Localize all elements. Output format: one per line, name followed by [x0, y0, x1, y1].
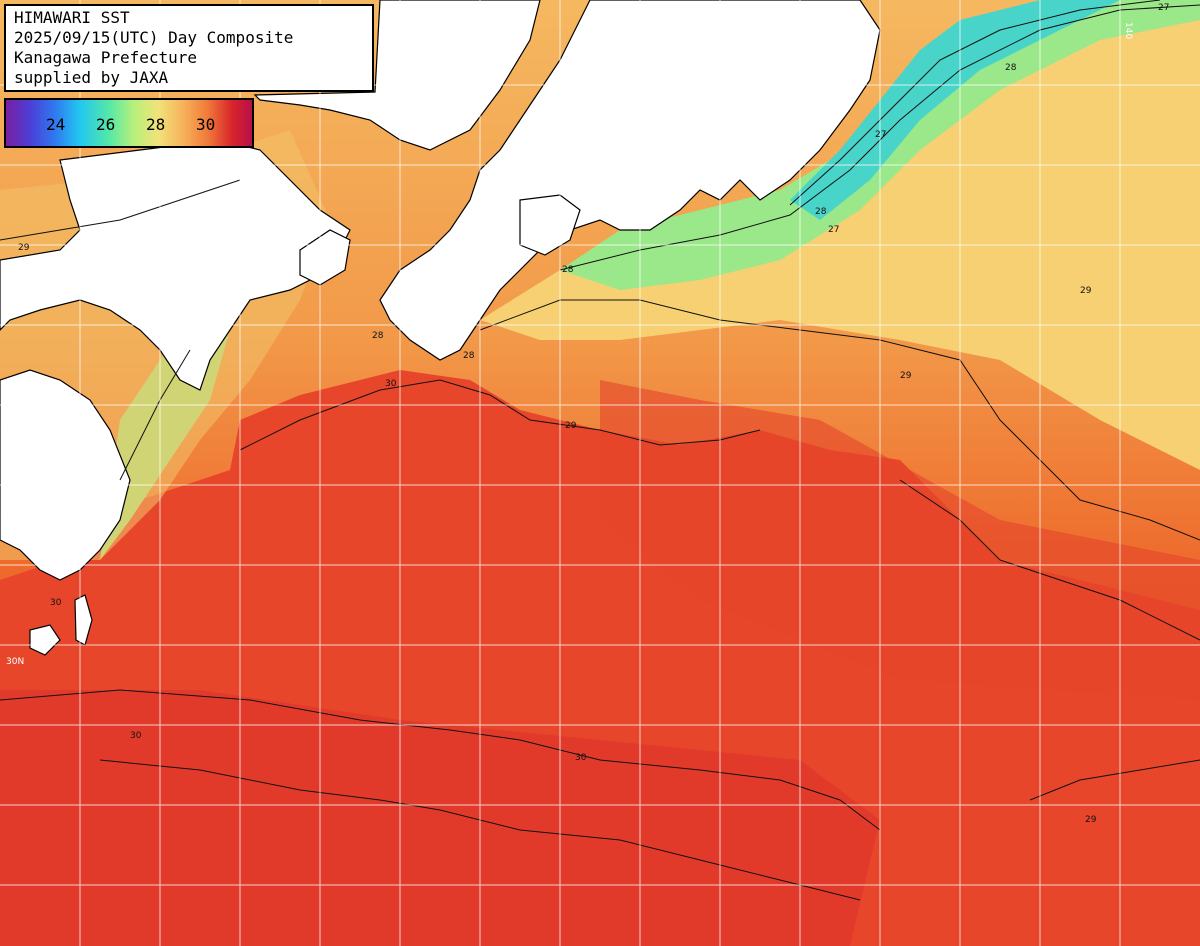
- contour-29-east: [899, 479, 1200, 641]
- legend-tick-26: 26: [96, 115, 116, 134]
- contour-label-29-e: 29: [1085, 815, 1097, 825]
- mild-band: [480, 0, 1200, 470]
- contour-label-27-c: 27: [828, 225, 839, 235]
- hot-core-east: [600, 380, 1200, 700]
- contour-label-28-e: 28: [372, 331, 384, 341]
- land-awaji: [299, 229, 351, 286]
- contour-label-30-b: 30: [130, 731, 142, 741]
- title-line-1: HIMAWARI SST: [14, 8, 130, 27]
- contour-label-30: 30: [385, 379, 397, 389]
- grid-label-lon: 139E: [483, 14, 493, 37]
- legend-tick-30: 30: [196, 115, 216, 134]
- legend-tick-24: 24: [46, 115, 66, 134]
- contour-label-29-d: 29: [900, 371, 912, 381]
- contour-label-28: 28: [463, 351, 475, 361]
- land-tanegashima: [74, 594, 93, 646]
- contour-label-28-c: 28: [815, 207, 827, 217]
- temperature-color-legend: 24 26 28 30: [4, 98, 254, 148]
- contour-label-30-c: 30: [575, 753, 587, 763]
- contour-label-29-b: 29: [1080, 286, 1092, 296]
- contour-label-27: 27: [1158, 3, 1169, 13]
- contour-label-28-d: 28: [562, 265, 574, 275]
- contour-label-28-b: 28: [1005, 63, 1017, 73]
- map-title-box: HIMAWARI SST 2025/09/15(UTC) Day Composi…: [4, 4, 374, 92]
- contour-29-se: [1029, 759, 1200, 801]
- legend-tick-28: 28: [146, 115, 166, 134]
- hot-core: [0, 690, 880, 946]
- land: [0, 0, 881, 656]
- title-line-3: Kanagawa Prefecture: [14, 48, 198, 67]
- contour-29-west: [0, 179, 241, 241]
- contour-27: [789, 0, 1161, 206]
- contour-28-west: [119, 349, 191, 481]
- contour-29-ne: [479, 299, 1200, 541]
- title-line-2: 2025/09/15(UTC) Day Composite: [14, 28, 294, 47]
- contour-28: [559, 4, 1200, 271]
- contour-label-29-c: 29: [18, 243, 30, 253]
- contour-label-27-b: 27: [875, 130, 886, 140]
- land-honshu-north: [253, 0, 541, 151]
- land-kyushu: [0, 369, 131, 581]
- contour-label-29: 29: [565, 421, 577, 431]
- grid-label-lon2: 140: [1123, 22, 1133, 39]
- contour-label-30-d: 30: [50, 598, 62, 608]
- title-line-4: supplied by JAXA: [14, 68, 169, 87]
- grid-label-lat: 30N: [6, 657, 24, 667]
